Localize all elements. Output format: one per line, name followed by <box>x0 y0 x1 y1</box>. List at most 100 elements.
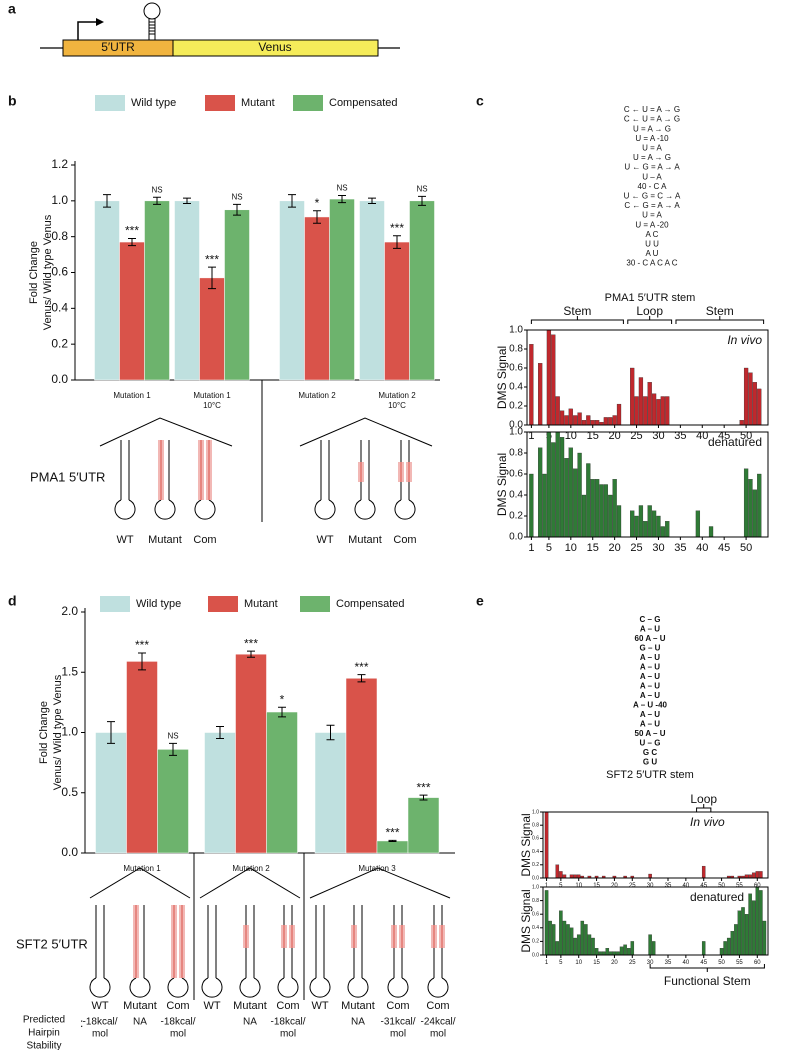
hairpin-loop <box>427 977 449 998</box>
region-label: Stem <box>706 304 734 318</box>
x-tick-label: 35 <box>674 542 686 554</box>
panel-label: e <box>476 593 484 609</box>
region-bracket <box>530 316 624 324</box>
x-tick-label: 50 <box>740 430 752 442</box>
error-bar <box>233 203 241 216</box>
structure-row: A – U <box>640 720 660 729</box>
region-label: Loop <box>636 304 663 318</box>
error-bar <box>128 237 136 247</box>
bar <box>741 907 745 956</box>
y-tick-label: 1.0 <box>61 725 78 739</box>
x-tick-label: 30 <box>652 542 664 554</box>
y-tick-label: 0.0 <box>532 875 539 881</box>
significance-label: NS <box>151 185 162 194</box>
x-tick-label: 45 <box>700 883 707 889</box>
bar <box>701 865 706 879</box>
x-tick-label: 30 <box>647 883 654 889</box>
bar <box>551 924 556 956</box>
x-tick-label: 35 <box>674 430 686 442</box>
bar <box>603 484 608 538</box>
error-bar <box>419 794 428 801</box>
bar <box>590 420 595 426</box>
error-bar <box>388 839 397 843</box>
bar <box>562 920 567 956</box>
bar <box>634 515 639 538</box>
error-bar <box>313 210 321 224</box>
bar <box>634 396 639 426</box>
bar <box>757 473 762 538</box>
bar <box>751 872 756 879</box>
y-tick-label: 2.0 <box>61 604 78 618</box>
bar <box>656 399 661 426</box>
bar <box>590 479 595 538</box>
legend-swatch <box>300 596 330 612</box>
bar <box>573 468 578 538</box>
panel-label: c <box>476 93 484 109</box>
x-tick-label: 45 <box>700 960 707 966</box>
y-tick-label: 0.0 <box>509 532 523 543</box>
hairpin-loop <box>89 977 111 998</box>
bar <box>665 521 670 538</box>
hairpin-loop <box>314 499 336 520</box>
y-tick-label: 1.0 <box>532 809 539 815</box>
x-tick-label: 35 <box>665 883 672 889</box>
bar <box>580 920 585 956</box>
stability-label: NA <box>243 1017 257 1028</box>
error-bar <box>418 195 426 206</box>
structure-row: U ← G = C → A <box>624 192 681 201</box>
structure-row: A C <box>646 230 659 239</box>
legend-swatch <box>100 596 130 612</box>
x-tick-label: 10 <box>575 960 582 966</box>
hairpin-name: WT <box>91 1000 108 1012</box>
bar <box>612 951 617 956</box>
error-bar <box>183 197 191 205</box>
structure-row: 50 A – U <box>635 729 666 738</box>
y-tick-label: 0.2 <box>532 862 539 868</box>
bar <box>544 890 549 956</box>
y-tick-label: 0.2 <box>51 336 68 350</box>
hairpin-name: Mutant <box>148 534 182 546</box>
bar <box>744 914 749 956</box>
hairpin-loop <box>277 977 299 998</box>
hairpin-loop <box>194 499 216 520</box>
y-tick-label: 0.2 <box>509 511 523 522</box>
bar <box>759 871 763 879</box>
bar <box>616 505 622 538</box>
y-axis-label: DMS Signal <box>495 453 509 516</box>
y-tick-label: 0.2 <box>532 939 539 945</box>
bar <box>548 920 552 956</box>
bar <box>737 910 742 956</box>
hairpin-name: Mutant <box>348 534 382 546</box>
bar <box>551 334 556 426</box>
bar <box>529 344 534 426</box>
x-tick-label: 1 <box>545 960 549 966</box>
bar <box>119 241 145 381</box>
plot-frame <box>526 329 769 426</box>
hairpin-name: WT <box>311 1000 328 1012</box>
hairpin-loop <box>309 977 331 998</box>
y-tick-label: 1.5 <box>61 664 78 678</box>
stability-label: mol <box>280 1029 296 1040</box>
error-bar <box>326 724 335 741</box>
bar <box>598 951 602 956</box>
bar <box>647 505 652 538</box>
y-tick-label: 0.4 <box>532 925 539 931</box>
bar <box>546 431 552 538</box>
hairpin-name: Mutant <box>341 1000 375 1012</box>
bar <box>612 479 617 538</box>
stability-heading: Stability <box>26 1041 61 1050</box>
significance-label: NS <box>167 731 178 740</box>
hairpin-name: WT <box>316 534 333 546</box>
bar <box>224 209 250 381</box>
x-tick-label: 40 <box>696 542 708 554</box>
bar <box>695 510 701 538</box>
bar <box>752 382 757 426</box>
bar <box>555 431 560 538</box>
stability-label: mol <box>390 1029 406 1040</box>
bar <box>748 372 753 426</box>
bar <box>329 198 355 381</box>
structure-row: C ← U = A → G <box>624 105 680 114</box>
bar <box>568 408 573 426</box>
x-tick-label: 10 <box>565 430 577 442</box>
x-tick-label: Mutation 2 <box>298 391 336 400</box>
